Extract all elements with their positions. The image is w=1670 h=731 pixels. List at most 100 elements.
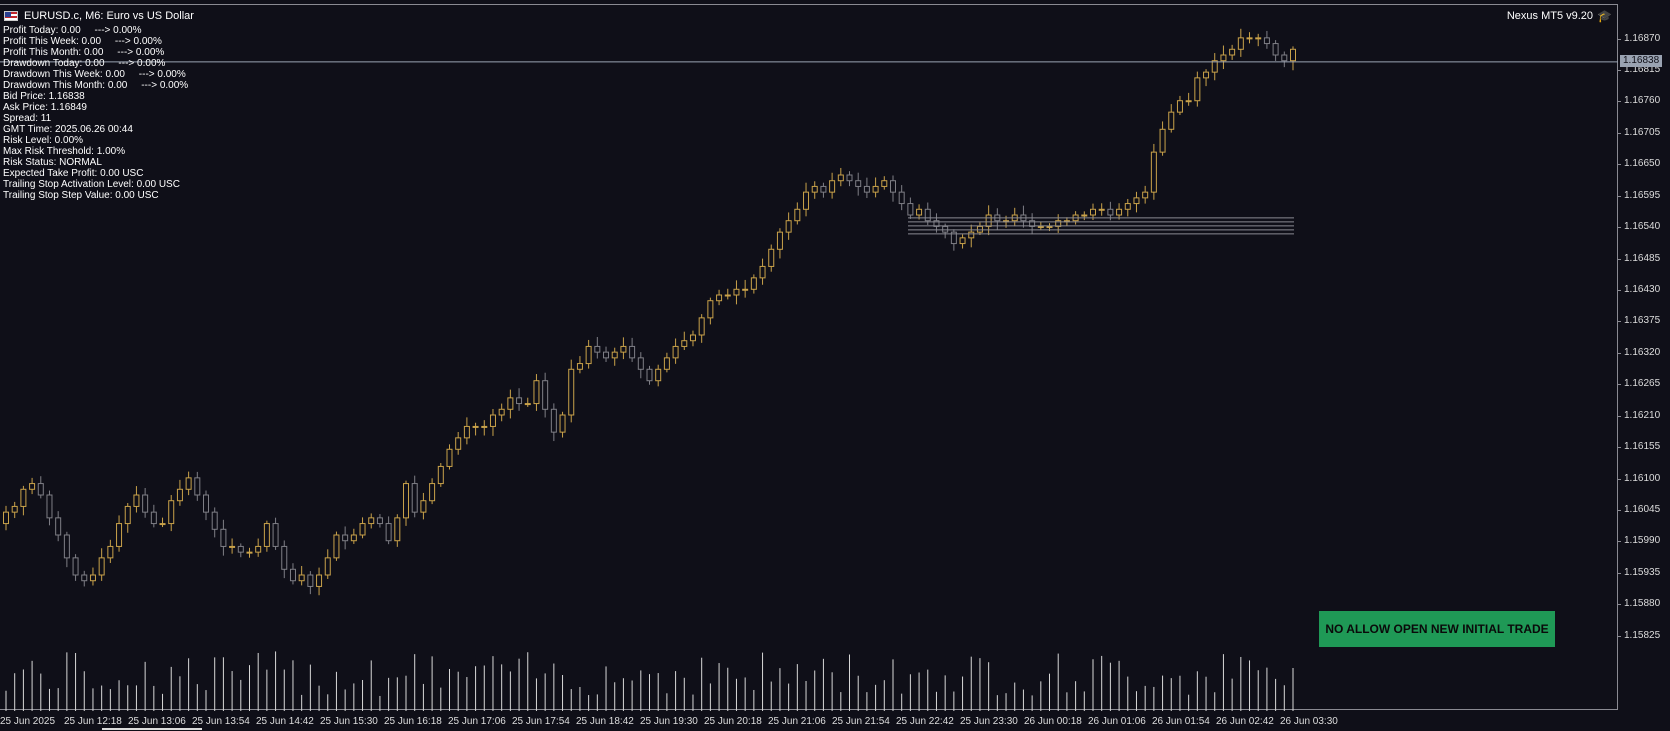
candle-body[interactable] [629,345,636,359]
candle-body[interactable] [976,225,983,233]
price-scale[interactable]: 1.16870 1.16815 1.16760 1.16705 1.16650 1.165… [1617,0,1670,706]
candle-body[interactable] [768,248,775,267]
scroll-marker[interactable] [102,728,202,730]
candle-body[interactable] [1246,37,1253,40]
candle-body[interactable] [846,174,853,182]
candle-body[interactable] [376,517,383,525]
candle-body[interactable] [559,414,566,433]
candle-body[interactable] [498,408,505,416]
candle-body[interactable] [81,574,88,582]
candle-body[interactable] [750,277,757,290]
candle-body[interactable] [689,334,696,342]
candle-body[interactable] [176,488,183,502]
candle-body[interactable] [663,357,670,370]
candle-body[interactable] [1150,151,1157,193]
candle-body[interactable] [942,225,949,233]
candle-body[interactable] [220,528,227,547]
candle-body[interactable] [211,511,218,530]
candle-body[interactable] [107,545,114,559]
candle-body[interactable] [1203,71,1210,79]
candle-body[interactable] [1029,220,1036,227]
candle-body[interactable] [446,448,453,467]
candle-body[interactable] [863,185,870,193]
candle-body[interactable] [472,425,479,428]
candle-body[interactable] [1098,208,1105,211]
candle-body[interactable] [281,545,288,570]
candle-body[interactable] [333,534,340,559]
candle-body[interactable] [324,557,331,576]
candle-body[interactable] [246,551,253,554]
candle-body[interactable] [1168,111,1175,130]
candle-body[interactable] [368,517,375,525]
candle-body[interactable] [907,203,914,216]
candle-body[interactable] [594,345,601,353]
candle-body[interactable] [1194,77,1201,102]
candle-body[interactable] [646,368,653,382]
candle-body[interactable] [924,208,931,222]
candle-body[interactable] [707,300,714,319]
candle-body[interactable] [481,425,488,428]
candle-body[interactable] [29,483,36,490]
candle-body[interactable] [255,545,262,553]
candle-body[interactable] [133,494,140,507]
candle-body[interactable] [620,345,627,353]
candle-body[interactable] [968,231,975,239]
candle-body[interactable] [1263,37,1270,45]
candle-body[interactable] [263,523,270,547]
candle-body[interactable] [1116,208,1123,216]
candle-body[interactable] [794,208,801,222]
candle-body[interactable] [1185,100,1192,103]
candle-body[interactable] [1159,128,1166,153]
candle-body[interactable] [1272,43,1279,56]
candle-body[interactable] [576,363,583,370]
candle-body[interactable] [1107,208,1114,216]
candle-body[interactable] [3,511,9,525]
candle-body[interactable] [159,523,166,526]
candle-body[interactable] [681,340,688,347]
candle-body[interactable] [403,483,410,519]
candle-body[interactable] [298,574,305,582]
candle-body[interactable] [959,237,966,245]
candle-body[interactable] [837,174,844,182]
candle-body[interactable] [1037,225,1044,228]
candle-body[interactable] [1133,197,1140,205]
candle-body[interactable] [455,437,462,450]
candle-body[interactable] [898,191,905,205]
candle-body[interactable] [316,574,323,587]
candle-body[interactable] [55,517,62,536]
candle-body[interactable] [742,288,749,291]
chart-area[interactable] [0,4,1618,711]
candle-body[interactable] [542,380,549,410]
candle-body[interactable] [46,494,53,519]
candle-body[interactable] [1220,54,1227,62]
candle-body[interactable] [489,414,496,427]
candle-body[interactable] [289,568,296,582]
candle-body[interactable] [1229,48,1236,56]
candle-body[interactable] [1290,48,1296,62]
candle-body[interactable] [142,494,149,513]
candle-body[interactable] [385,523,392,542]
candle-body[interactable] [394,517,401,542]
candlestick-chart[interactable] [0,5,1618,711]
candle-body[interactable] [237,545,244,553]
candle-body[interactable] [116,523,123,547]
candle-body[interactable] [872,185,879,193]
candle-body[interactable] [1255,37,1262,40]
candle-body[interactable] [1237,37,1244,50]
candle-body[interactable] [420,500,427,513]
candle-body[interactable] [429,483,436,502]
candle-body[interactable] [124,505,131,525]
candle-body[interactable] [1176,100,1183,113]
candle-body[interactable] [350,534,357,542]
candle-body[interactable] [11,505,18,513]
candle-body[interactable] [437,465,444,485]
candle-body[interactable] [655,368,662,382]
candle-body[interactable] [1055,220,1062,227]
candle-body[interactable] [168,500,175,525]
candle-body[interactable] [1081,214,1088,217]
candle-body[interactable] [20,488,27,507]
candle-body[interactable] [37,483,44,496]
candle-body[interactable] [785,220,792,233]
candle-body[interactable] [533,380,540,405]
candle-body[interactable] [98,557,105,576]
